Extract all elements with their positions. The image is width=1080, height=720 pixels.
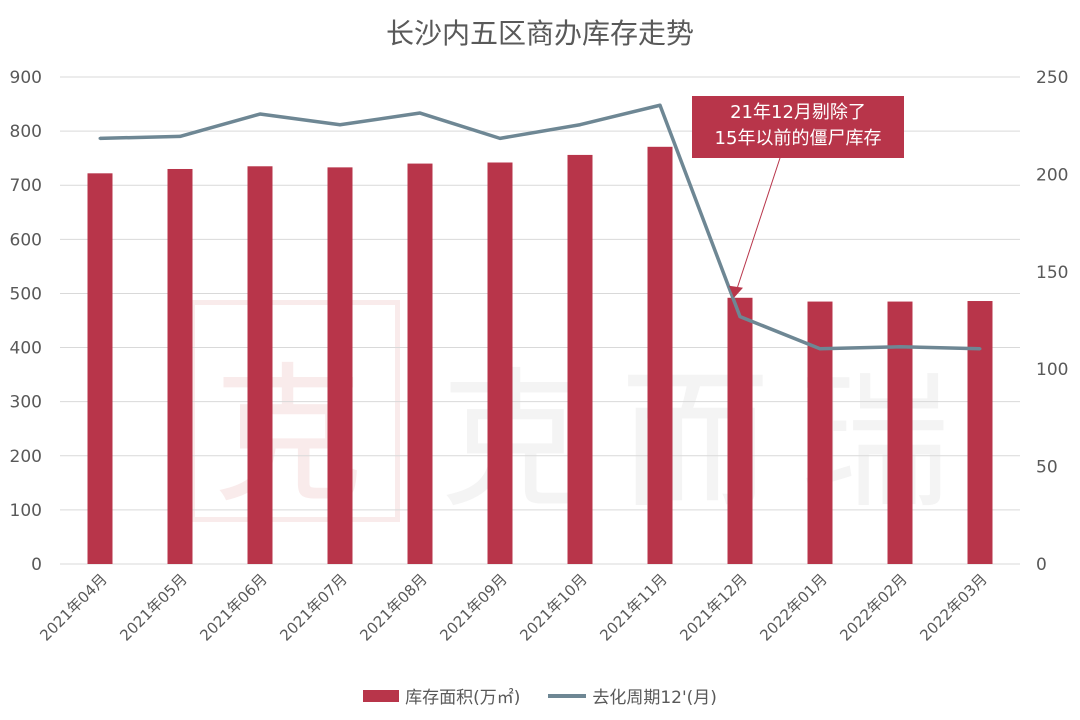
x-tick-label: 2021年08月 [356,570,430,644]
y-right-tick-label: 150 [1036,263,1068,283]
line-point [98,136,102,140]
x-tick-label: 2021年12月 [676,570,750,644]
bar [727,297,753,564]
line-point [258,112,262,116]
line-point [818,347,822,351]
annotation-arrow [729,157,781,298]
x-tick-label: 2021年05月 [116,570,190,644]
y-left-tick-label: 900 [10,68,42,88]
x-tick-label: 2022年03月 [916,570,990,644]
line-point [498,136,502,140]
x-tick-label: 2021年06月 [196,570,270,644]
bar [407,163,433,565]
line-point [418,111,422,115]
bar [487,162,513,565]
bar [647,146,673,564]
line-point [178,134,182,138]
line-path [99,103,981,351]
bar [567,154,593,565]
bar [887,301,913,564]
legend-item-cycle: 去化周期12'(月) [548,683,717,708]
y-left-tick-label: 500 [10,284,42,304]
gridlines [60,76,1020,565]
x-tick-label: 2021年10月 [516,570,590,644]
x-tick-label: 2021年07月 [276,570,350,644]
bar [327,167,353,565]
bar [967,301,993,564]
x-tick-label: 2022年01月 [756,570,830,644]
x-tick-label: 2022年02月 [836,570,910,644]
legend-swatch-bar [363,689,400,702]
line-point [738,315,742,319]
y-left-tick-label: 700 [10,176,42,196]
line-point [978,347,982,351]
x-axis: 2021年04月 2021年05月 2021年06月 2021年07月 2021年08月… [36,570,990,644]
legend-label-inventory: 库存面积(万㎡) [405,688,521,708]
line-series [98,103,982,351]
y-right-tick-label: 250 [1036,68,1068,88]
bar [807,301,833,564]
line-point [338,123,342,127]
line-point [898,345,902,349]
y-left-tick-label: 400 [10,339,42,359]
bar [87,173,113,564]
bar [247,166,273,565]
y-left-tick-label: 300 [10,393,42,413]
y-left-tick-label: 600 [10,230,42,250]
x-tick-label: 2021年09月 [436,570,510,644]
legend-label-cycle: 去化周期12'(月) [592,688,717,708]
annotation-line-2: 15年以前的僵尸库存 [714,128,882,149]
x-tick-label: 2021年11月 [596,570,670,644]
y-right-tick-label: 50 [1036,458,1058,478]
line-point [658,103,662,107]
y-left-tick-label: 100 [10,501,42,521]
y-axis-left: 0 100 200 300 400 500 600 700 800 900 [10,68,42,575]
chart-title: 长沙内五区商办库存走势 [385,17,694,50]
annotation-line-1: 21年12月剔除了 [730,102,866,123]
y-right-tick-label: 0 [1036,555,1047,575]
y-left-tick-label: 800 [10,122,42,142]
y-left-tick-label: 200 [10,447,42,467]
bar-series [87,146,993,565]
x-tick-label: 2021年04月 [36,570,110,644]
legend-item-inventory: 库存面积(万㎡) [363,683,520,708]
y-axis-right: 0 50 100 150 200 250 [1036,68,1068,575]
legend-swatch-line [548,693,587,698]
y-right-tick-label: 100 [1036,360,1068,380]
y-left-tick-label: 0 [31,555,42,575]
legend: 库存面积(万㎡) 去化周期12'(月) [0,683,1080,708]
annotation-arrowhead [729,285,743,298]
annotation-pointer [735,157,781,292]
y-right-tick-label: 200 [1036,165,1068,185]
bar [167,168,193,564]
annotation-callout: 21年12月剔除了 15年以前的僵尸库存 [692,96,904,158]
line-point [578,123,582,127]
